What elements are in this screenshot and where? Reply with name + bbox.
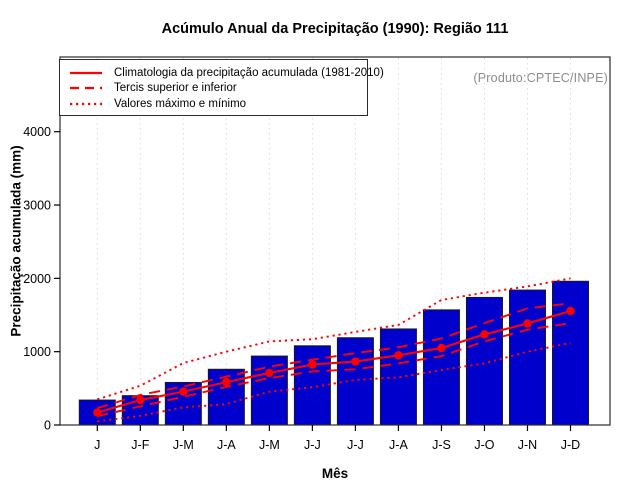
legend-label: Valores máximo e mínimo — [114, 97, 247, 110]
climatology-point — [93, 408, 102, 417]
x-tick-label: J-A — [389, 438, 408, 452]
legend-label: Climatologia da precipitação acumulada (… — [114, 66, 384, 79]
climatology-point — [437, 343, 446, 353]
legend-item-maxmin: Valores máximo e mínimo — [68, 96, 359, 111]
y-tick-label: 0 — [44, 419, 51, 433]
legend-box: Climatologia da precipitação acumulada (… — [59, 59, 384, 116]
dotted-line-sample-icon — [68, 101, 104, 107]
x-tick-label: J-S — [432, 438, 451, 452]
climatology-point — [351, 357, 360, 366]
climatology-point — [265, 368, 274, 378]
chart-title: Acúmulo Anual da Precipitação (1990): Re… — [161, 21, 509, 37]
climatology-point — [136, 395, 145, 405]
climatology-point — [480, 330, 489, 339]
bar — [207, 368, 245, 426]
product-watermark: (Produto:CPTEC/INPE) — [473, 71, 608, 85]
bar — [508, 289, 546, 426]
climatology-point — [523, 319, 532, 328]
y-tick-label: 2000 — [23, 272, 51, 286]
climatology-point — [566, 306, 575, 316]
bar — [379, 328, 417, 426]
plot-border — [59, 56, 611, 426]
legend-item-climatology: Climatologia da precipitação acumulada (… — [68, 65, 384, 80]
x-tick-label: J-J — [347, 438, 364, 452]
x-tick-label: J-M — [259, 438, 280, 452]
y-tick-label: 4000 — [23, 125, 51, 139]
min-line — [97, 341, 571, 423]
climatology-point — [222, 377, 231, 387]
x-tick-label: J-O — [474, 438, 494, 452]
x-tick-label: J-D — [561, 438, 580, 452]
x-tick-label: J-F — [131, 438, 149, 452]
tercile-lower-line — [97, 322, 571, 418]
y-tick-label: 3000 — [23, 199, 51, 213]
dashed-line-sample-icon — [68, 85, 104, 91]
max-line — [97, 277, 571, 401]
climatology-point — [308, 360, 317, 369]
x-tick-label: J-J — [304, 438, 321, 452]
legend-label: Tercis superior e inferior — [114, 82, 237, 94]
climatology-line — [97, 309, 571, 414]
x-tick-label: J — [94, 438, 100, 452]
x-tick-label: J-M — [173, 438, 194, 452]
climatology-point — [394, 351, 403, 360]
bar — [465, 296, 503, 426]
climatology-point — [179, 387, 188, 396]
x-tick-label: J-N — [518, 438, 537, 452]
y-tick-label: 1000 — [23, 345, 51, 359]
bar — [293, 345, 331, 426]
tercile-upper-line — [97, 302, 571, 410]
x-axis-title: Mês — [321, 466, 349, 481]
bar — [551, 280, 589, 426]
x-tick-label: J-A — [217, 438, 236, 452]
solid-line-sample-icon — [68, 70, 104, 76]
legend-item-terciles: Tercis superior e inferior — [68, 81, 359, 96]
